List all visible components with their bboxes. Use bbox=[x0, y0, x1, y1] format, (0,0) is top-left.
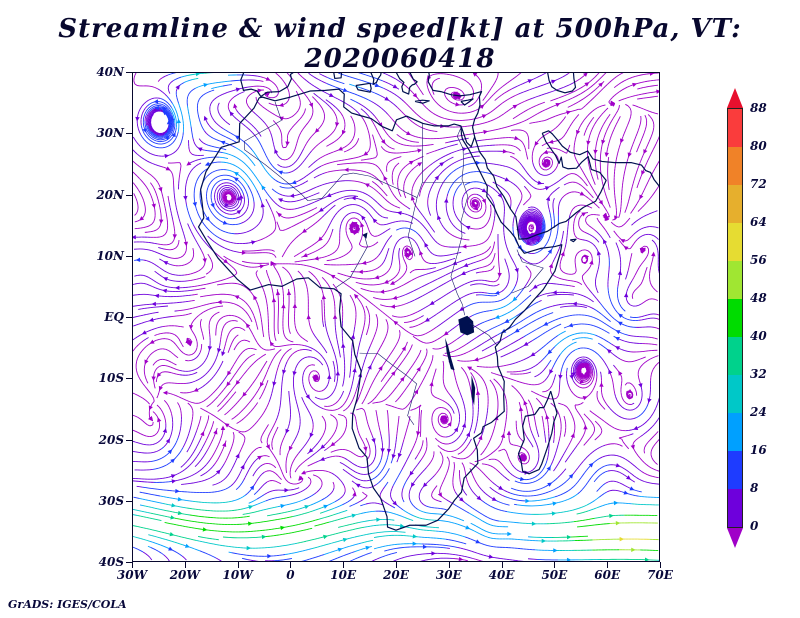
colorbar-label: 0 bbox=[750, 519, 759, 533]
x-axis-label: 20W bbox=[169, 568, 200, 582]
x-axis-label: 20E bbox=[383, 568, 409, 582]
plot-area: 40N 30N 20N 10N EQ 10S 20S 30S 40S 30W 20W 10W 0 10E… bbox=[96, 65, 673, 582]
x-axis-tick bbox=[184, 562, 186, 568]
colorbar-segment bbox=[728, 299, 742, 337]
colorbar-label: 64 bbox=[750, 215, 767, 229]
y-axis-label: 40N bbox=[96, 65, 124, 79]
y-axis-label: 20S bbox=[98, 432, 124, 447]
colorbar-label: 40 bbox=[750, 329, 767, 343]
streamline-canvas bbox=[132, 72, 660, 562]
y-axis-label: 30N bbox=[96, 126, 124, 141]
colorbar-scale bbox=[727, 108, 743, 528]
x-axis-tick bbox=[448, 562, 450, 568]
colorbar-label: 56 bbox=[750, 253, 767, 267]
colorbar-segment bbox=[728, 451, 742, 489]
y-axis-tick bbox=[126, 500, 132, 502]
colorbar-label: 16 bbox=[750, 443, 767, 457]
colorbar-label: 88 bbox=[750, 101, 767, 115]
x-axis-tick bbox=[396, 562, 397, 568]
y-axis-label: 10N bbox=[96, 248, 124, 263]
colorbar-down-arrow-icon bbox=[727, 528, 743, 548]
x-axis-label: 60E bbox=[594, 568, 621, 582]
colorbar-label: 48 bbox=[750, 291, 767, 305]
y-axis-label: 40S bbox=[98, 555, 124, 569]
colorbar-segment bbox=[728, 261, 742, 299]
colorbar-label: 72 bbox=[750, 177, 767, 191]
y-axis-tick bbox=[126, 194, 132, 196]
x-axis-tick bbox=[237, 562, 239, 568]
y-axis-tick bbox=[126, 378, 132, 380]
y-axis-tick bbox=[126, 255, 132, 257]
attribution: GrADS: IGES/COLA bbox=[8, 598, 127, 611]
y-axis-tick bbox=[126, 562, 132, 563]
colorbar-segment bbox=[728, 185, 742, 223]
x-axis-label: 30E bbox=[435, 568, 462, 582]
x-axis-label: 50E bbox=[541, 568, 568, 582]
x-axis-label: 70E bbox=[647, 568, 673, 582]
y-axis-label: 30S bbox=[98, 493, 124, 508]
y-axis-tick bbox=[126, 72, 132, 73]
colorbar-segment bbox=[728, 375, 742, 413]
x-axis-tick bbox=[501, 562, 503, 568]
x-axis-label: 10E bbox=[330, 568, 357, 582]
x-axis-label: 40E bbox=[488, 568, 515, 582]
x-axis-tick bbox=[554, 562, 556, 568]
x-axis-label: 0 bbox=[286, 568, 295, 582]
y-axis-label: EQ bbox=[104, 310, 124, 324]
y-axis-label: 20N bbox=[96, 187, 124, 202]
colorbar-label: 32 bbox=[750, 367, 767, 381]
y-axis-tick bbox=[126, 317, 132, 318]
y-axis-tick bbox=[126, 439, 132, 441]
colorbar-label: 24 bbox=[750, 405, 767, 419]
colorbar-segment bbox=[728, 147, 742, 185]
colorbar-segment bbox=[728, 109, 742, 147]
x-axis-tick bbox=[132, 562, 133, 568]
y-axis-label: 10S bbox=[98, 371, 124, 386]
colorbar-segment bbox=[728, 413, 742, 451]
colorbar-segment bbox=[728, 223, 742, 261]
x-axis-label: 30W bbox=[116, 568, 148, 582]
x-axis-tick bbox=[660, 562, 661, 568]
colorbar: 88 80 72 64 56 48 40 32 24 16 8 0 bbox=[727, 88, 767, 548]
colorbar-segment bbox=[728, 489, 742, 527]
figure-title: Streamline & wind speed[kt] at 500hPa, V… bbox=[58, 14, 742, 74]
x-axis-tick bbox=[607, 562, 609, 568]
y-axis-tick bbox=[126, 133, 132, 135]
colorbar-label: 8 bbox=[750, 481, 759, 495]
colorbar-segment bbox=[728, 337, 742, 375]
colorbar-label: 80 bbox=[750, 139, 767, 153]
x-axis-tick bbox=[343, 562, 345, 568]
x-axis-label: 10W bbox=[222, 568, 253, 582]
x-axis-tick bbox=[290, 562, 292, 568]
colorbar-up-arrow-icon bbox=[727, 88, 743, 108]
